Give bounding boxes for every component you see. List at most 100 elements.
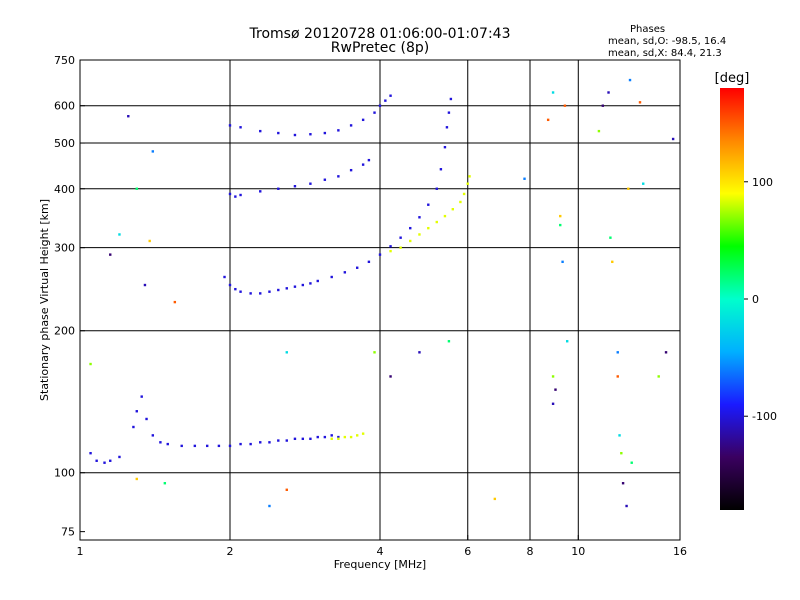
data-point (234, 195, 237, 198)
data-point (642, 182, 645, 185)
x-tick-label: 4 (377, 545, 384, 558)
data-point (389, 245, 392, 248)
data-point (217, 444, 221, 448)
data-point (277, 131, 280, 135)
colorbar-tick-label: 0 (752, 293, 759, 306)
data-point (551, 91, 555, 94)
data-point (349, 168, 353, 172)
data-point (664, 351, 668, 354)
data-point (268, 504, 271, 508)
stats-heading: Phases (630, 24, 666, 35)
data-point (268, 290, 271, 293)
data-point (223, 275, 226, 279)
data-point (399, 246, 402, 249)
y-tick-label: 100 (54, 467, 75, 480)
data-point (293, 285, 297, 288)
data-point (627, 187, 630, 190)
data-point (228, 283, 232, 287)
data-point (301, 437, 305, 441)
x-tick-label: 10 (571, 545, 585, 558)
data-point (443, 214, 447, 218)
stats-x-mode: mean, sd,X: 84.4, 21.3 (608, 48, 722, 59)
data-point (609, 236, 612, 239)
data-point (259, 441, 262, 444)
data-point (301, 283, 305, 287)
data-point (166, 442, 169, 446)
data-point (378, 104, 382, 107)
data-point (293, 185, 297, 188)
data-point (462, 192, 466, 196)
y-axis-label: Stationary phase Virtual Height [km] (38, 199, 51, 401)
y-tick-label: 300 (54, 242, 75, 255)
data-point (443, 145, 447, 149)
data-point (103, 461, 106, 464)
data-point (151, 150, 155, 153)
data-point (140, 395, 143, 398)
data-point (145, 417, 148, 421)
data-point (671, 137, 675, 141)
data-point (373, 111, 376, 114)
data-point (173, 300, 177, 304)
data-point (435, 187, 438, 190)
data-point (373, 351, 376, 354)
data-point (143, 283, 147, 287)
data-point (127, 115, 130, 118)
data-point (447, 340, 451, 343)
data-point (309, 437, 312, 441)
data-point (163, 482, 167, 485)
data-point (293, 437, 297, 441)
data-point (616, 351, 619, 354)
data-point (285, 287, 288, 290)
data-point (409, 239, 412, 243)
data-point (468, 175, 471, 178)
y-tick-label: 400 (54, 183, 75, 196)
data-point (409, 226, 412, 230)
data-point (316, 435, 319, 439)
data-point (493, 497, 497, 501)
data-point (323, 435, 327, 439)
stats-o-mode: mean, sd,O: -98.5, 16.4 (608, 36, 727, 47)
data-point (523, 177, 526, 180)
data-point (418, 351, 421, 354)
data-point (330, 275, 333, 279)
data-point (418, 216, 421, 219)
data-point (309, 182, 312, 185)
data-point (309, 133, 312, 136)
data-point (118, 455, 121, 459)
data-point (466, 182, 469, 185)
data-point (135, 187, 138, 190)
data-point (277, 187, 280, 190)
x-tick-label: 1 (77, 545, 84, 558)
data-point (361, 118, 365, 122)
data-point (228, 192, 232, 196)
data-point (337, 437, 340, 441)
data-point (239, 126, 242, 129)
data-point (561, 260, 564, 264)
data-point (239, 442, 242, 446)
data-point (355, 266, 359, 269)
data-point (259, 129, 262, 133)
data-point (439, 168, 443, 171)
data-point (625, 504, 628, 508)
data-point (309, 282, 312, 285)
data-point (343, 435, 347, 439)
colorbar-label: [deg] (715, 71, 750, 86)
data-point (657, 375, 660, 378)
data-point (316, 279, 319, 283)
data-point (95, 459, 98, 462)
data-point (601, 104, 605, 107)
data-point (151, 434, 155, 437)
data-point (135, 477, 138, 481)
y-tick-label: 75 (61, 526, 75, 539)
data-point (285, 351, 288, 354)
data-point (559, 214, 562, 218)
data-point (418, 233, 421, 236)
x-tick-label: 6 (464, 545, 471, 558)
data-point (618, 434, 621, 437)
data-point (611, 260, 614, 264)
data-point (118, 233, 121, 236)
data-point (546, 118, 550, 122)
data-point (361, 163, 365, 166)
data-point (447, 111, 451, 114)
